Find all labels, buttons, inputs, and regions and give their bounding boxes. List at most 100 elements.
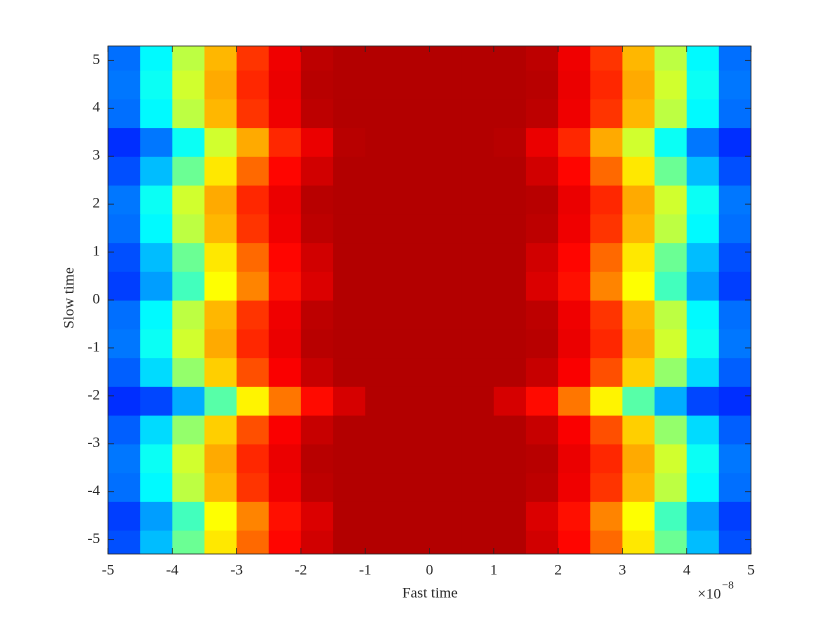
heatmap-cell	[236, 213, 270, 244]
heatmap-cell	[300, 415, 334, 445]
heatmap-cell	[204, 98, 238, 129]
heatmap-cell	[686, 46, 720, 71]
heatmap-cell	[140, 213, 173, 244]
heatmap-cell	[525, 415, 559, 445]
heatmap-cell	[654, 501, 688, 531]
heatmap-cell	[268, 328, 302, 359]
y-tick-label: 5	[93, 52, 101, 68]
heatmap-cell	[718, 443, 751, 474]
heatmap-cell	[333, 415, 366, 445]
heatmap-cell	[365, 415, 398, 445]
x-tick-label: 5	[747, 562, 755, 578]
heatmap-cell	[493, 46, 527, 71]
heatmap-cell	[236, 127, 270, 157]
heatmap-cell	[140, 300, 173, 330]
heatmap-cell	[236, 300, 270, 330]
heatmap-cell	[365, 98, 398, 129]
heatmap-cell	[654, 69, 688, 100]
heatmap-cell	[140, 386, 173, 416]
heatmap-cell	[108, 386, 141, 416]
heatmap-cell	[365, 271, 398, 301]
heatmap-cell	[654, 127, 688, 157]
heatmap-cell	[429, 501, 463, 531]
heatmap-cell	[558, 415, 591, 445]
heatmap-cell	[268, 271, 302, 301]
heatmap-cell	[108, 472, 141, 502]
heatmap-cell	[654, 242, 688, 272]
heatmap-cell	[204, 357, 238, 387]
heatmap-cell	[686, 184, 720, 215]
x-tick-label: -3	[230, 562, 243, 578]
heatmap-cell	[718, 501, 751, 531]
heatmap-cell	[333, 357, 366, 387]
heatmap-cell	[140, 271, 173, 301]
heatmap-cell	[558, 127, 591, 157]
heatmap-cell	[558, 300, 591, 330]
heatmap-cell	[590, 415, 623, 445]
heatmap-cell	[590, 530, 623, 554]
heatmap-cell	[140, 69, 173, 100]
heatmap-cell	[718, 328, 751, 359]
heatmap-cell	[654, 156, 688, 186]
heatmap-cell	[333, 271, 366, 301]
heatmap-cell	[429, 415, 463, 445]
heatmap-cell	[204, 156, 238, 186]
heatmap-cell	[140, 530, 173, 554]
heatmap-cell	[140, 501, 173, 531]
heatmap-cell	[236, 443, 270, 474]
heatmap-cell	[429, 357, 463, 387]
heatmap-cell	[140, 156, 173, 186]
x-tick-label: -5	[102, 562, 115, 578]
heatmap-cell	[493, 357, 527, 387]
heatmap-cell	[525, 69, 559, 100]
heatmap-cell	[397, 156, 431, 186]
heatmap-cell	[558, 386, 591, 416]
heatmap-cell	[172, 242, 206, 272]
heatmap-cell	[686, 213, 720, 244]
heatmap-cell	[172, 98, 206, 129]
heatmap-cell	[461, 184, 495, 215]
heatmap-cell	[590, 213, 623, 244]
y-tick-label: 2	[93, 196, 101, 212]
heatmap-cell	[461, 357, 495, 387]
heatmap-cell	[333, 156, 366, 186]
heatmap-cell	[204, 328, 238, 359]
heatmap-cell	[397, 530, 431, 554]
heatmap-cell	[333, 69, 366, 100]
heatmap-cell	[397, 386, 431, 416]
heatmap-cell	[268, 156, 302, 186]
heatmap-cell	[654, 530, 688, 554]
heatmap-cell	[429, 328, 463, 359]
heatmap-cell	[622, 386, 656, 416]
heatmap-cell	[718, 213, 751, 244]
heatmap-cell	[300, 443, 334, 474]
heatmap-cell	[654, 98, 688, 129]
heatmap-cell	[365, 46, 398, 71]
heatmap-cell	[172, 357, 206, 387]
y-tick-label: 3	[93, 148, 101, 164]
heatmap-cell	[172, 443, 206, 474]
heatmap-cell	[558, 501, 591, 531]
heatmap-cell	[236, 242, 270, 272]
heatmap-cell	[204, 184, 238, 215]
heatmap-cell	[300, 501, 334, 531]
x-tick-label: 0	[426, 562, 434, 578]
heatmap-cell	[590, 156, 623, 186]
heatmap-cell	[558, 242, 591, 272]
heatmap-cell	[622, 69, 656, 100]
heatmap-cell	[268, 98, 302, 129]
heatmap-cell	[365, 127, 398, 157]
heatmap-cell	[429, 156, 463, 186]
x-tick-label: 3	[619, 562, 627, 578]
heatmap-cell	[397, 300, 431, 330]
heatmap-cell	[654, 300, 688, 330]
heatmap-cell	[590, 127, 623, 157]
y-tick-label: -4	[88, 483, 101, 499]
heatmap-cell	[300, 386, 334, 416]
heatmap-cell	[493, 386, 527, 416]
heatmap-cell	[365, 328, 398, 359]
heatmap-cell	[140, 443, 173, 474]
heatmap-cell	[333, 242, 366, 272]
heatmap-cell	[108, 271, 141, 301]
y-tick-label: 0	[93, 291, 101, 307]
